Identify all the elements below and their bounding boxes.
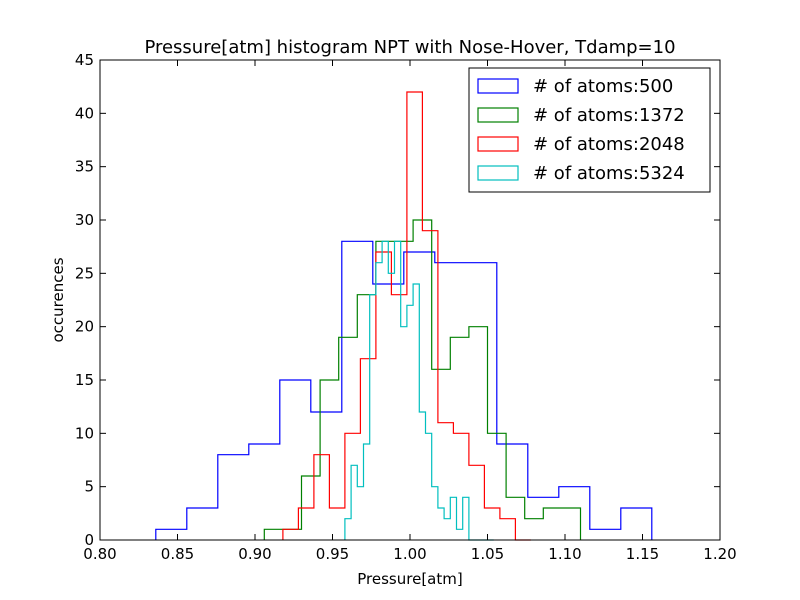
series-1-step-line [155,240,653,540]
x-tick-label: 0.95 [316,545,349,563]
x-tick-label: 1.10 [548,545,581,563]
legend-swatch-1 [477,78,519,94]
x-tick-label: 1.00 [393,545,426,563]
legend-label-4: # of atoms:5324 [533,163,685,184]
y-tick-label: 0 [84,531,94,549]
y-tick-label: 10 [75,424,94,442]
plot-frame [99,59,721,541]
x-tick-label: 0.90 [238,545,271,563]
legend-label-1: # of atoms:500 [533,76,673,97]
y-tick-label: 25 [75,264,94,282]
series-3-step-line [282,91,531,541]
legend-label-2: # of atoms:1372 [533,105,685,126]
x-tick-label: 0.85 [161,545,194,563]
series-4-step-line [344,240,494,541]
series-2-step-line [263,219,582,540]
y-tick-label: 40 [75,104,94,122]
legend-swatch-2 [477,107,519,123]
legend-swatch-3 [477,136,519,152]
y-tick-label: 20 [75,318,94,336]
ticks-layer: 0.80 0.85 0.90 0.95 1.00 1.05 1.10 1.15 1.20 0 5 10… [75,51,737,563]
legend-box [468,67,711,193]
legend: # of atoms:500 # of atoms:1372 # of atoms:… [468,67,711,193]
series-layer [155,91,653,541]
legend-label-3: # of atoms:2048 [533,134,685,155]
x-axis-label: Pressure[atm] [357,570,462,588]
x-tick-label: 1.05 [471,545,504,563]
y-tick-label: 15 [75,371,94,389]
y-tick-label: 5 [84,478,94,496]
y-tick-label: 30 [75,211,94,229]
chart-title: Pressure[atm] histogram NPT with Nose-Ho… [144,37,675,58]
x-tick-label: 0.80 [83,545,116,563]
legend-swatch-4 [477,165,519,181]
y-tick-label: 45 [75,51,94,69]
y-tick-label: 35 [75,158,94,176]
y-axis-label: occurences [49,257,67,342]
x-tick-label: 1.20 [703,545,736,563]
x-tick-label: 1.15 [626,545,659,563]
